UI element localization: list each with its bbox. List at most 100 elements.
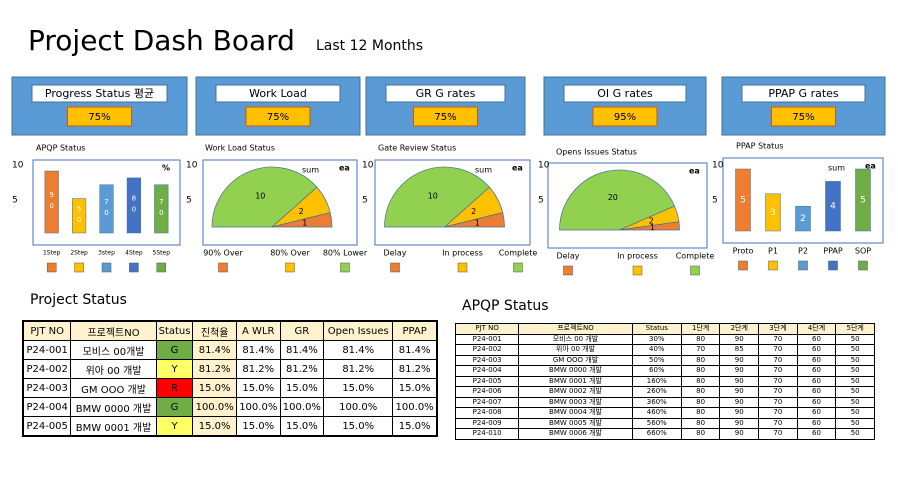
table-cell: P24-009 [454, 417, 520, 429]
table-cell: 50% [631, 354, 682, 366]
table-cell: BMW 0003 개발 [518, 396, 633, 408]
category-label: PPAP [823, 247, 843, 256]
table-cell: BMW 0001 개발 [518, 375, 633, 387]
table-cell: P24-006 [454, 386, 520, 398]
segment-value: 10 [255, 192, 265, 201]
table-cell: 70 [758, 396, 798, 408]
table-cell: P24-002 [454, 344, 520, 356]
table-cell: 80 [680, 417, 721, 429]
side-label: 10 [712, 161, 724, 171]
kpi-value-box [771, 106, 836, 127]
column-header: Status [155, 320, 194, 341]
side-label: 5 [712, 196, 718, 206]
table-cell: 90 [719, 428, 760, 440]
unit-label: ea [339, 164, 350, 173]
apqp-status-title: APQP Status [462, 298, 549, 314]
legend-swatch [513, 262, 523, 273]
table-cell: 15.0% [323, 416, 394, 437]
table-cell: 15.0% [323, 378, 394, 398]
kpi-value: 75% [88, 112, 110, 123]
table-row: P24-005 BMW 0001 개발 Y 15.0% 15.0% 15.0% 15.0% 1… [22, 416, 438, 437]
table-cell: 81.2% [323, 359, 394, 379]
side-label: 10 [538, 161, 550, 171]
legend-swatch [74, 262, 84, 273]
table-cell: 50 [835, 407, 875, 419]
bar-value: 5 [740, 196, 746, 206]
table-cell: 81.2% [392, 359, 438, 379]
header-row: PJT NO 프로젝트NO Status 진척율 A WLR GR Open Issues P… [22, 320, 438, 341]
legend-swatch [768, 260, 778, 271]
category-label: P1 [768, 247, 778, 256]
bar [99, 184, 114, 234]
table-row: P24-006 BMW 0002 개발 260% 80 90 70 60 50 [454, 386, 875, 398]
bar [126, 177, 142, 234]
gauge-segment [384, 166, 490, 228]
legend-swatch [156, 262, 167, 273]
kpi-value: 75% [792, 112, 814, 123]
legend-label: In process [442, 249, 483, 258]
chart-title: PPAP Status [736, 142, 783, 151]
bar [825, 181, 841, 232]
table-cell: 50 [835, 396, 875, 408]
table-cell: 60 [796, 344, 837, 356]
column-header: PJT NO [454, 323, 520, 335]
table-cell: 50 [835, 333, 875, 345]
table-cell: 360% [631, 396, 682, 408]
table-cell: P24-005 [22, 416, 72, 437]
bar-value: 5 [860, 196, 866, 206]
table-cell: GM OOO 개발 [518, 354, 633, 366]
legend-swatch [690, 265, 700, 276]
table-cell: 81.2% [192, 359, 237, 379]
legend-swatch [828, 260, 838, 271]
table-cell: 80 [680, 375, 721, 387]
table-cell: BMW 0000 개발 [518, 365, 633, 377]
bar [44, 170, 59, 234]
chart-title: Work Load Status [205, 144, 275, 153]
table-cell: 70 [758, 375, 798, 387]
table-cell: 81.4% [392, 340, 438, 360]
bar-value: 50 [75, 205, 83, 227]
column-header: 4단계 [796, 323, 837, 335]
table-cell: P24-001 [22, 340, 72, 360]
sum-label: sum [302, 166, 319, 175]
category-label: P2 [798, 247, 808, 256]
side-label: 5 [538, 196, 544, 206]
table-cell: 70 [758, 344, 798, 356]
kpi-label-box [563, 84, 687, 103]
table-cell: 50 [835, 417, 875, 429]
kpi-value: 95% [614, 112, 636, 123]
table-cell: 60% [631, 365, 682, 377]
side-label: 10 [362, 161, 374, 171]
bar-value: 70 [103, 198, 111, 220]
column-header: 3단계 [758, 323, 798, 335]
table-cell: 60 [796, 417, 837, 429]
legend-swatch [101, 262, 112, 273]
segment-value: 10 [428, 192, 438, 201]
legend-swatch [390, 262, 400, 273]
table-cell: 60 [796, 365, 837, 377]
table-cell: BMW 0001 개발 [70, 416, 157, 437]
table-cell: 560% [631, 417, 682, 429]
kpi-value-box [67, 106, 132, 127]
table-cell: GM OOO 개발 [70, 378, 157, 398]
table-cell: 15.0% [392, 378, 438, 398]
legend-swatch [563, 265, 573, 276]
bar-value: 90 [48, 191, 56, 213]
table-cell: 30% [631, 333, 682, 345]
table-cell: 50 [835, 428, 875, 440]
table-cell: P24-008 [454, 407, 520, 419]
legend-swatch [218, 262, 228, 273]
table-cell: BMW 0006 개발 [518, 428, 633, 440]
legend-swatch [798, 260, 808, 271]
table-cell: 15.0% [279, 378, 325, 398]
category-label: Proto [733, 247, 754, 256]
table-cell: 80 [680, 396, 721, 408]
table-row: P24-001 모비스 00 개발 30% 80 90 70 60 50 [454, 333, 875, 345]
table-cell: 460% [631, 407, 682, 419]
legend-label: 90% Over [203, 249, 243, 258]
segment-value: 1 [475, 219, 480, 228]
column-header: Status [631, 323, 682, 335]
table-cell: 260% [631, 386, 682, 398]
sum-label: sum [828, 164, 845, 173]
